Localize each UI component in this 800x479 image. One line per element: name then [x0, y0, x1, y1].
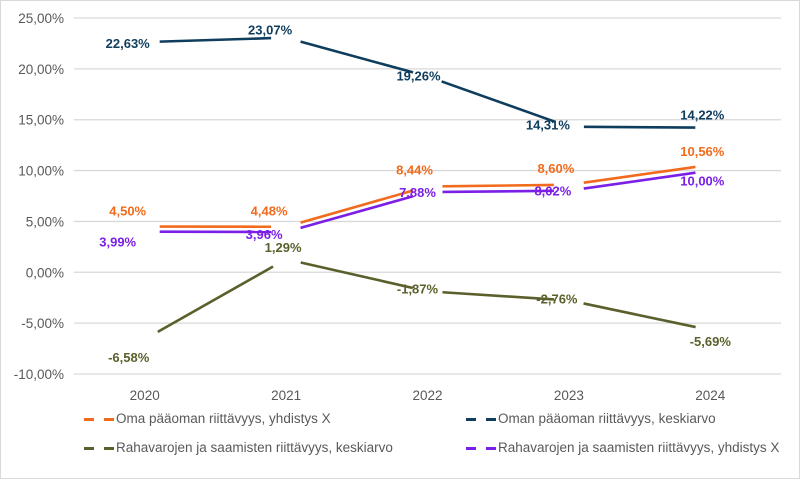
- legend-line-marker-icon: [466, 414, 496, 424]
- data-label: 10,56%: [680, 144, 725, 159]
- line-segment: [300, 194, 414, 230]
- data-label: 7,88%: [399, 185, 436, 200]
- data-label: 8,44%: [396, 162, 433, 177]
- legend-item: Rahavarojen ja saamisten riittävyys, yhd…: [466, 440, 779, 455]
- y-tick-label: 15,00%: [18, 113, 64, 128]
- y-tick-label: -10,00%: [14, 367, 64, 382]
- x-axis-tick-labels: 2020 2021 2022 2023 2024: [130, 388, 726, 403]
- legend-item: Oman pääoman riittävyys, keskiarvo: [466, 411, 716, 426]
- legend-item: Rahavarojen ja saamisten riittävyys, kes…: [84, 440, 393, 455]
- series-lines: [157, 36, 696, 333]
- legend-line-marker-icon: [466, 443, 496, 453]
- data-label: 4,50%: [109, 204, 146, 219]
- line-segment: [159, 36, 272, 43]
- data-label: 23,07%: [248, 23, 293, 38]
- legend-label: Oma pääoman riittävyys, yhdistys X: [116, 411, 331, 426]
- gridlines: [74, 17, 781, 375]
- data-label: 19,26%: [396, 68, 441, 83]
- data-label: -5,69%: [690, 334, 732, 349]
- data-label: -2,76%: [536, 291, 578, 306]
- y-tick-label: 0,00%: [26, 265, 64, 280]
- data-label: 14,31%: [526, 118, 571, 133]
- y-tick-label: 20,00%: [18, 62, 64, 77]
- line-segment: [583, 302, 696, 329]
- legend-item: Oma pääoman riittävyys, yhdistys X: [84, 411, 331, 426]
- data-label: 10,00%: [680, 174, 725, 189]
- x-tick-label: 2022: [412, 388, 442, 403]
- data-label: -1,87%: [397, 281, 439, 296]
- line-segment: [442, 189, 554, 194]
- data-label: 22,63%: [106, 36, 151, 51]
- y-tick-label: 5,00%: [26, 214, 64, 229]
- line-segment: [442, 183, 554, 188]
- data-label: 8,02%: [534, 184, 571, 199]
- y-tick-label: -5,00%: [21, 316, 64, 331]
- line-segment: [157, 265, 274, 333]
- data-label: 1,29%: [265, 240, 302, 255]
- legend-label: Rahavarojen ja saamisten riittävyys, yhd…: [498, 440, 780, 455]
- series-line: [159, 171, 696, 234]
- data-label: 8,60%: [537, 161, 574, 176]
- data-label: 3,96%: [246, 227, 283, 242]
- x-tick-label: 2020: [130, 388, 160, 403]
- legend-label: Oman pääoman riittävyys, keskiarvo: [498, 411, 716, 426]
- line-segment: [583, 165, 696, 185]
- line-segment: [300, 261, 414, 290]
- line-segment: [300, 40, 414, 74]
- data-label: 14,22%: [680, 108, 725, 123]
- series-line: [159, 165, 696, 228]
- line-segment: [441, 80, 556, 123]
- legend-label: Rahavarojen ja saamisten riittävyys, kes…: [116, 440, 393, 455]
- data-label: 3,99%: [99, 235, 136, 250]
- line-segment: [300, 189, 414, 224]
- legend-line-marker-icon: [84, 414, 114, 424]
- x-tick-label: 2021: [271, 388, 301, 403]
- y-axis-tick-labels: 25,00% 20,00% 15,00% 10,00% 5,00% 0,00% -5,00%…: [14, 11, 64, 382]
- data-label: -6,58%: [108, 350, 150, 365]
- data-labels: 4,50% 4,48% 8,44% 8,60% 10,56% 22,63% 23,07% 19…: [99, 23, 731, 366]
- x-tick-label: 2023: [554, 388, 584, 403]
- legend-line-marker-icon: [84, 443, 114, 453]
- x-tick-label: 2024: [695, 388, 726, 403]
- line-segment: [442, 290, 555, 301]
- y-tick-label: 10,00%: [18, 164, 64, 179]
- y-tick-label: 25,00%: [18, 11, 64, 26]
- line-segment: [583, 171, 696, 190]
- series-line: [157, 261, 696, 333]
- data-label: 4,48%: [251, 204, 288, 219]
- series-line: [159, 36, 696, 129]
- line-segment: [583, 125, 696, 129]
